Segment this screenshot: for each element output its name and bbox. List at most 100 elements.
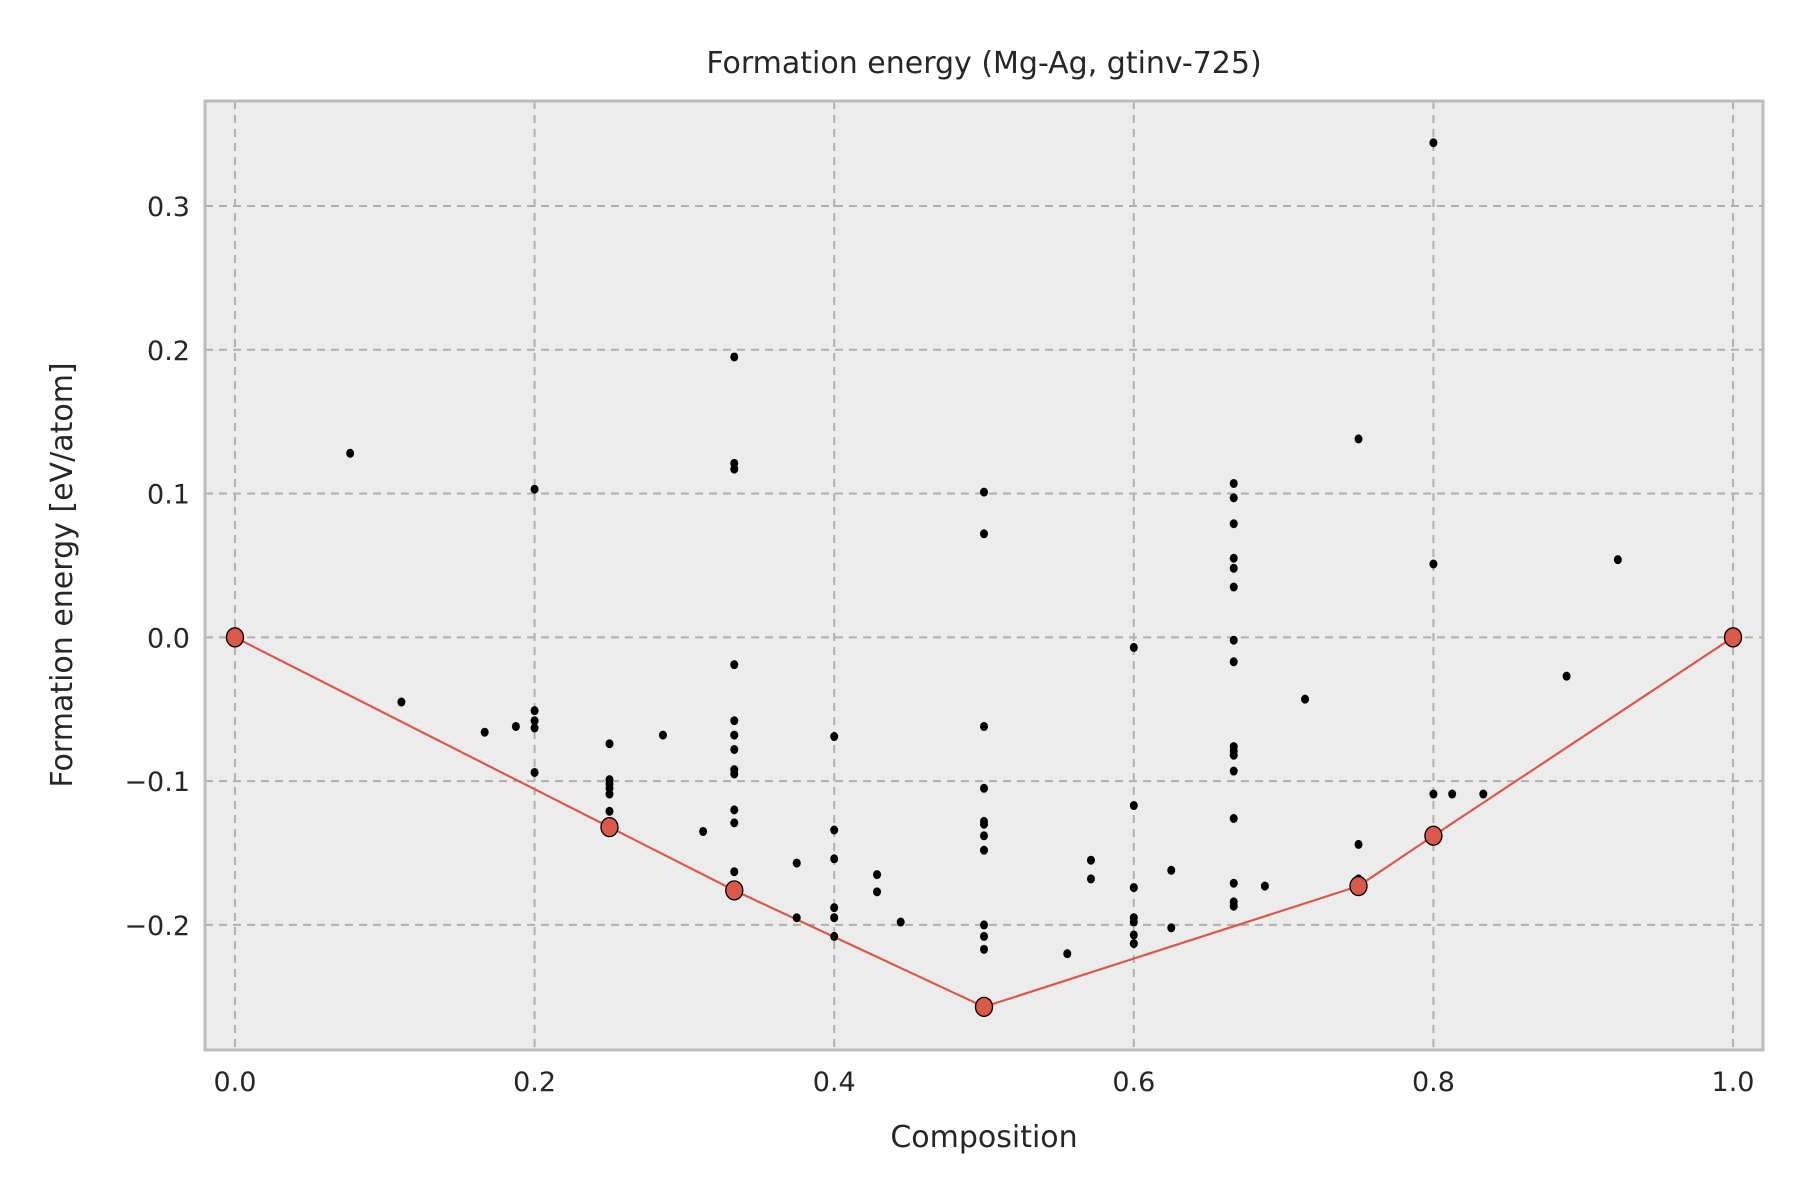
data-point [830, 732, 839, 742]
data-point [1429, 559, 1438, 569]
data-point [1167, 923, 1176, 933]
data-point [530, 716, 539, 726]
data-point [1229, 814, 1238, 824]
data-point [980, 831, 988, 841]
data-point [1167, 865, 1176, 875]
data-point [346, 448, 355, 458]
data-point [1229, 635, 1238, 645]
data-point [980, 920, 988, 930]
data-point [1229, 750, 1238, 760]
data-point [792, 913, 801, 923]
data-point [1229, 582, 1238, 592]
plot-frame [203, 99, 1765, 1052]
data-point [980, 721, 988, 731]
data-point [605, 789, 614, 799]
data-point [1063, 949, 1072, 959]
y-tick-label: 0.0 [147, 623, 190, 654]
data-point [730, 352, 739, 362]
data-point [511, 721, 520, 731]
data-point [980, 487, 988, 497]
data-point [830, 913, 839, 923]
x-tick-label: 0.8 [1412, 1067, 1455, 1098]
x-tick-label: 0.2 [513, 1067, 556, 1098]
hull-point [600, 816, 619, 838]
data-point [873, 887, 882, 897]
data-point [1229, 478, 1238, 488]
data-point [605, 739, 614, 749]
data-point [980, 845, 988, 855]
data-point [1129, 917, 1138, 927]
data-point [896, 917, 905, 927]
data-point [980, 529, 988, 539]
x-tick-label: 0.0 [213, 1067, 256, 1098]
chart-title: Formation energy (Mg-Ag, gtinv-725) [706, 46, 1261, 81]
data-point [830, 903, 839, 913]
data-point [830, 825, 839, 835]
data-point [1129, 930, 1138, 940]
y-tick-label: 0.1 [147, 480, 190, 511]
data-point [830, 854, 839, 864]
data-point [1448, 789, 1457, 799]
data-point [1229, 563, 1238, 573]
data-point [658, 730, 667, 740]
hull-point [1349, 875, 1368, 897]
data-point [530, 484, 539, 494]
data-point [1086, 874, 1095, 884]
data-point [1354, 434, 1363, 444]
hull-point [725, 880, 744, 901]
data-point [530, 706, 539, 716]
x-tick-label: 0.6 [1112, 1067, 1155, 1098]
data-point [1479, 789, 1488, 799]
hull-point [974, 996, 994, 1018]
y-tick-label: 0.2 [147, 336, 190, 367]
data-point [1613, 555, 1622, 565]
hull-point [1424, 825, 1443, 846]
hull-point [1723, 627, 1743, 648]
data-point [1129, 642, 1138, 652]
data-point [730, 769, 739, 779]
data-point [730, 867, 739, 877]
data-point [730, 660, 739, 670]
data-point [730, 744, 739, 754]
data-point [730, 464, 739, 474]
hull-point [225, 627, 245, 648]
data-point [1229, 519, 1238, 529]
x-tick-label: 0.4 [813, 1067, 856, 1098]
y-axis-label: Formation energy [eV/atom] [45, 362, 80, 787]
data-point [830, 931, 839, 941]
data-point [1129, 939, 1138, 949]
data-point [530, 767, 539, 777]
data-point [397, 697, 406, 707]
data-point [1562, 671, 1571, 681]
y-tick-label: −0.2 [124, 911, 190, 942]
data-point [1429, 138, 1438, 148]
data-point [873, 870, 882, 880]
hull-markers [225, 627, 1743, 1018]
data-point [792, 858, 801, 868]
y-tick-label: −0.1 [124, 767, 190, 798]
data-point [980, 783, 988, 793]
x-axis-label: Composition [890, 1120, 1077, 1155]
y-tick-labels: −0.2 −0.1 0.0 0.1 0.2 0.3 [124, 192, 190, 942]
grid-lines [205, 101, 1763, 1050]
data-point [980, 931, 988, 941]
data-point [1229, 766, 1238, 776]
data-point [1229, 657, 1238, 667]
data-point [1354, 839, 1363, 849]
data-point [1229, 901, 1238, 911]
data-point [1129, 801, 1138, 811]
data-point [699, 826, 708, 836]
x-tick-label: 1.0 [1712, 1067, 1755, 1098]
data-point [1229, 878, 1238, 888]
y-tick-label: 0.3 [147, 192, 190, 223]
x-tick-labels: 0.0 0.2 0.4 0.6 0.8 1.0 [213, 1067, 1754, 1098]
data-point [1429, 789, 1438, 799]
data-point [1229, 553, 1238, 563]
data-point [980, 944, 988, 954]
data-point [730, 818, 739, 828]
data-point [730, 730, 739, 740]
data-point [1086, 855, 1095, 865]
data-point [1229, 493, 1238, 503]
data-point [730, 805, 739, 815]
